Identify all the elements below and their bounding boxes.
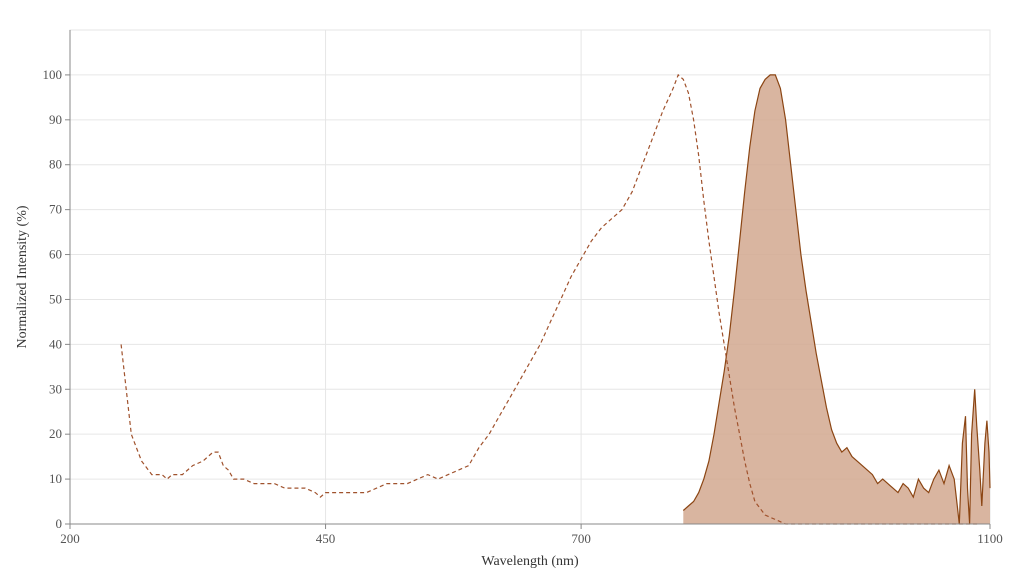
x-tick-label: 1100 [977,531,1003,546]
y-tick-label: 0 [56,516,63,531]
y-axis-title: Normalized Intensity (%) [15,205,30,348]
x-tick-label: 450 [316,531,336,546]
y-tick-label: 70 [49,202,62,217]
y-tick-label: 60 [49,247,62,262]
x-tick-label: 200 [60,531,80,546]
x-axis-title: Wavelength (nm) [481,554,579,569]
x-gridlines [325,30,991,524]
y-tick-label: 20 [49,426,62,441]
y-tick-label: 100 [43,67,63,82]
x-tick-labels: 200 450 700 1100 [60,524,1003,546]
y-tick-label: 50 [49,291,62,306]
series-layer [120,73,991,525]
y-tick-label: 40 [49,336,62,351]
plot-frame [69,29,991,525]
x-tick-label: 700 [571,531,591,546]
y-tick-label: 80 [49,157,62,172]
excitation-series-line [120,73,980,525]
y-gridlines [70,74,990,480]
y-tick-label: 30 [49,381,62,396]
emission-series-line [682,74,991,525]
y-tick-label: 10 [49,471,62,486]
y-tick-label: 90 [49,112,62,127]
y-tick-labels: 0 10 20 30 40 50 60 70 80 90 100 [43,67,70,531]
emission-area-fill [683,74,990,525]
